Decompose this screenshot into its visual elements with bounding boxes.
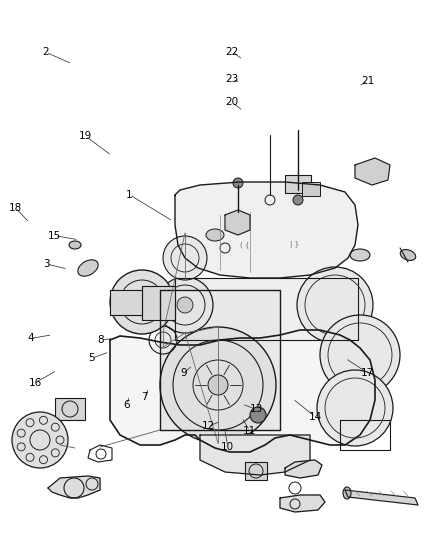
Text: 12: 12 (201, 422, 215, 431)
Text: 15: 15 (48, 231, 61, 240)
Circle shape (293, 195, 303, 205)
Text: 1: 1 (126, 190, 133, 199)
Polygon shape (175, 278, 358, 340)
Text: 9: 9 (180, 368, 187, 378)
Polygon shape (160, 290, 280, 430)
Polygon shape (200, 435, 310, 475)
Text: | }: | } (290, 241, 300, 248)
Text: 18: 18 (9, 203, 22, 213)
Ellipse shape (350, 249, 370, 261)
Circle shape (317, 370, 393, 446)
Circle shape (177, 297, 193, 313)
Ellipse shape (69, 241, 81, 249)
Text: 5: 5 (88, 353, 95, 363)
Polygon shape (175, 182, 358, 278)
Text: 2: 2 (42, 47, 49, 57)
Polygon shape (285, 460, 322, 478)
Circle shape (110, 270, 174, 334)
Text: 21: 21 (361, 76, 374, 86)
Ellipse shape (206, 229, 224, 241)
Circle shape (233, 178, 243, 188)
Circle shape (163, 236, 207, 280)
Text: 7: 7 (141, 392, 148, 402)
Polygon shape (110, 290, 142, 315)
Text: 11: 11 (243, 426, 256, 435)
Bar (285, 175, 311, 193)
Circle shape (208, 375, 228, 395)
Bar (55, 398, 85, 420)
Text: 16: 16 (28, 378, 42, 387)
Circle shape (160, 327, 276, 443)
Text: 22: 22 (226, 47, 239, 56)
Text: 14: 14 (309, 412, 322, 422)
Text: 19: 19 (79, 131, 92, 141)
Text: 4: 4 (27, 334, 34, 343)
Circle shape (12, 412, 68, 468)
Polygon shape (142, 286, 175, 320)
Polygon shape (225, 210, 250, 235)
Circle shape (250, 407, 266, 423)
Polygon shape (48, 476, 100, 498)
Circle shape (320, 315, 400, 395)
Polygon shape (110, 330, 375, 452)
Text: 20: 20 (226, 98, 239, 107)
Polygon shape (355, 158, 390, 185)
Text: 13: 13 (250, 405, 263, 414)
Text: ( {: ( { (240, 241, 250, 248)
Bar (302, 182, 320, 196)
Circle shape (157, 277, 213, 333)
Ellipse shape (343, 487, 351, 499)
Polygon shape (345, 490, 418, 505)
Text: 10: 10 (221, 442, 234, 451)
Text: 3: 3 (42, 259, 49, 269)
Polygon shape (280, 495, 325, 512)
Ellipse shape (400, 249, 416, 261)
Bar (245, 462, 267, 480)
Ellipse shape (78, 260, 98, 276)
Circle shape (297, 267, 373, 343)
Text: 17: 17 (361, 368, 374, 378)
Text: 6: 6 (124, 400, 131, 410)
Text: 23: 23 (226, 74, 239, 84)
Text: 8: 8 (97, 335, 104, 345)
